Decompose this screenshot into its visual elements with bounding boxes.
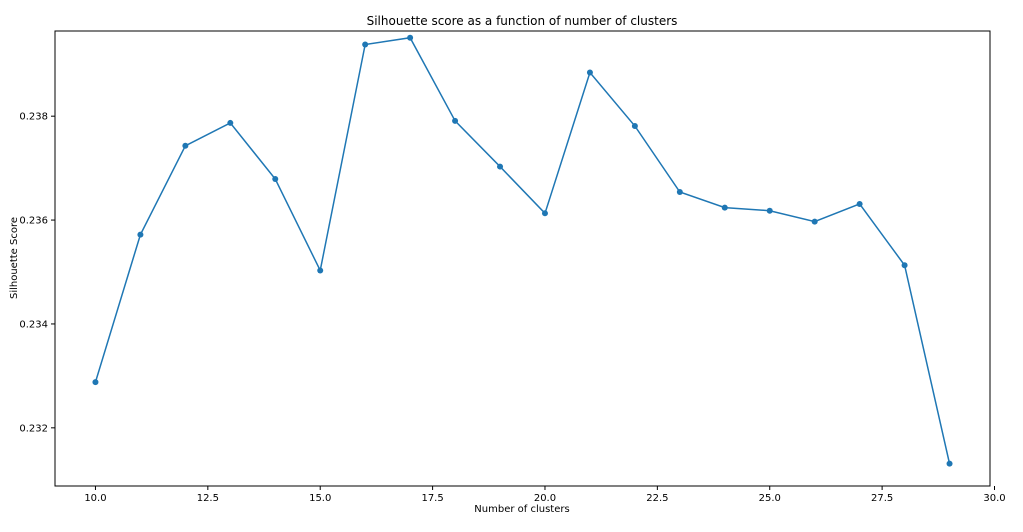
data-point: [272, 176, 279, 183]
data-point: [362, 41, 369, 48]
chart-title: Silhouette score as a function of number…: [367, 14, 678, 28]
y-tick-label: 0.234: [19, 319, 48, 330]
data-point: [676, 189, 683, 196]
data-point: [856, 200, 863, 207]
data-point: [586, 69, 593, 76]
x-axis: 10.0 12.5 15.0 17.5 20.0 22.5 25.0 27.5 30.0: [84, 486, 1006, 504]
data-point: [452, 117, 459, 124]
data-point: [317, 267, 324, 274]
x-tick-label: 10.0: [84, 493, 106, 504]
y-tick-label: 0.236: [19, 216, 48, 227]
y-tick-label: 0.238: [19, 112, 48, 123]
data-point: [227, 119, 234, 126]
data-point: [407, 34, 414, 41]
x-tick-label: 22.5: [646, 493, 668, 504]
plot-area: [92, 34, 953, 467]
x-axis-label: Number of clusters: [474, 504, 569, 515]
series-line: [94, 36, 951, 464]
x-tick-label: 30.0: [983, 493, 1005, 504]
x-tick-label: 20.0: [534, 493, 556, 504]
data-point: [901, 262, 908, 269]
y-axis: 0.232 0.234 0.236 0.238: [19, 112, 55, 434]
data-point: [811, 218, 818, 225]
x-tick-label: 25.0: [759, 493, 781, 504]
x-tick-label: 27.5: [871, 493, 893, 504]
plot-frame: [54, 30, 991, 487]
data-point: [631, 123, 638, 130]
data-point: [137, 231, 144, 238]
data-point: [541, 210, 548, 217]
data-point: [946, 460, 953, 467]
y-tick-label: 0.232: [19, 423, 48, 434]
data-point: [766, 207, 773, 214]
y-axis-label: Silhouette Score: [9, 217, 20, 299]
data-point: [497, 163, 504, 170]
x-tick-label: 12.5: [197, 493, 219, 504]
data-point: [182, 142, 189, 149]
data-point: [92, 379, 99, 386]
data-point: [721, 204, 728, 211]
x-tick-label: 15.0: [309, 493, 331, 504]
x-tick-label: 17.5: [421, 493, 443, 504]
